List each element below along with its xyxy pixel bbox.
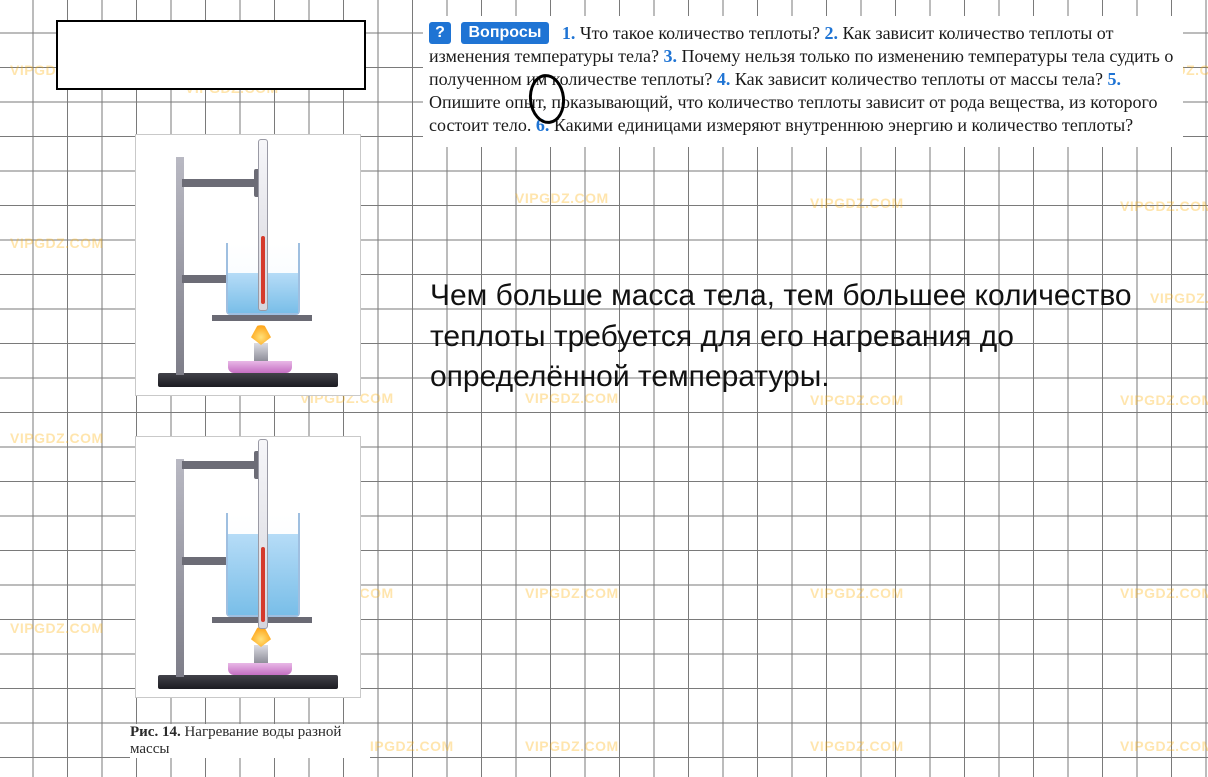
watermark: VIPGDZ.COM bbox=[10, 620, 104, 636]
watermark: VIPGDZ.COM bbox=[515, 190, 609, 206]
flame-icon bbox=[251, 319, 271, 345]
watermark: VIPGDZ.COM bbox=[810, 585, 904, 601]
stand-rod bbox=[176, 459, 184, 677]
watermark: VIPGDZ.COM bbox=[1120, 738, 1208, 754]
title-box bbox=[56, 20, 366, 90]
plate bbox=[212, 315, 312, 321]
watermark: VIPGDZ.COM bbox=[10, 235, 104, 251]
watermark: VIPGDZ.COM bbox=[1120, 198, 1208, 214]
questions-badge-label: Вопросы bbox=[461, 22, 550, 44]
stand-base bbox=[158, 675, 338, 689]
stand-base bbox=[158, 373, 338, 387]
burner-tube bbox=[254, 343, 268, 361]
question-text: Что такое количество теплоты? bbox=[580, 23, 820, 43]
question-number: 3. bbox=[659, 46, 682, 66]
burner bbox=[228, 361, 292, 373]
clamp bbox=[182, 461, 254, 469]
thermometer bbox=[258, 139, 268, 311]
watermark: VIPGDZ.COM bbox=[10, 430, 104, 446]
question-number: 5. bbox=[1103, 69, 1121, 89]
burner bbox=[228, 663, 292, 675]
questions-badge-icon: ? bbox=[429, 22, 451, 44]
questions-block: ? Вопросы 1. Что такое количество теплот… bbox=[423, 16, 1183, 147]
stand-rod bbox=[176, 157, 184, 375]
question-text: Какими единицами измеряют внутреннюю эне… bbox=[554, 115, 1133, 135]
burner-tube bbox=[254, 645, 268, 663]
question-number: 4. bbox=[712, 69, 735, 89]
clamp bbox=[182, 179, 254, 187]
experiment-figure-1 bbox=[135, 134, 361, 396]
watermark: VIPGDZ.COM bbox=[1120, 585, 1208, 601]
question-number: 1. bbox=[562, 23, 580, 43]
figure-caption: Рис. 14. Нагревание воды разной массы bbox=[130, 724, 370, 758]
thermometer bbox=[258, 439, 268, 629]
question-number: 2. bbox=[820, 23, 843, 43]
figure-caption-label: Рис. 14. bbox=[130, 724, 181, 740]
answer-text: Чем больше масса тела, тем большее колич… bbox=[430, 276, 1175, 398]
watermark: VIPGDZ.COM bbox=[525, 585, 619, 601]
watermark: VIPGDZ.COM bbox=[810, 738, 904, 754]
watermark: VIPGDZ.COM bbox=[810, 195, 904, 211]
watermark: VIPGDZ.COM bbox=[525, 738, 619, 754]
experiment-figure-2 bbox=[135, 436, 361, 698]
watermark: VIPGDZ.COM bbox=[360, 738, 454, 754]
question-text: Как зависит количество теплоты от массы … bbox=[735, 69, 1103, 89]
